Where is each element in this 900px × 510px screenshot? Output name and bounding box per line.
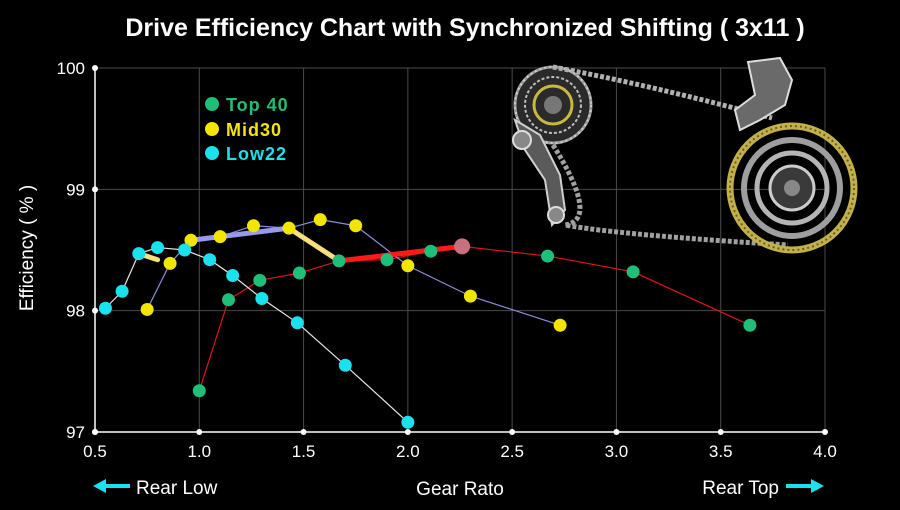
x-tick-label: 1.0 [187, 442, 211, 461]
highlight-data-point [454, 238, 471, 255]
legend-item-top40: Top 40 [205, 95, 289, 115]
x-tick-label: 1.5 [292, 442, 316, 461]
data-point-mid30 [313, 213, 327, 227]
shift-path-segment [336, 243, 465, 264]
x-tick-label: 4.0 [813, 442, 837, 461]
x-tick-label: 3.5 [709, 442, 733, 461]
data-point-top40 [221, 293, 235, 307]
data-point-top40 [626, 265, 640, 279]
x-tick-label: 0.5 [83, 442, 107, 461]
data-point-top40 [424, 244, 438, 258]
data-point-mid30 [553, 318, 567, 332]
data-point-mid30 [349, 219, 363, 233]
cassette-sprockets-icon [513, 65, 593, 145]
y-tick-label: 98 [66, 302, 85, 321]
series-line-top40 [198, 245, 751, 391]
data-point-mid30 [463, 289, 477, 303]
shift-path-segment [286, 225, 342, 264]
legend-label-mid30: Mid30 [226, 120, 282, 140]
data-point-mid30 [247, 219, 261, 233]
data-point-top40 [253, 273, 267, 287]
data-point-low22 [401, 415, 415, 429]
series-line-low22 [105, 246, 409, 423]
rear-low-label: Rear Low [136, 478, 218, 499]
shift-path-segment [188, 225, 292, 243]
data-point-top40 [380, 253, 394, 267]
chainrings-icon [726, 122, 858, 254]
data-point-top40 [192, 384, 206, 398]
rear-low-indicator: Rear Low [93, 478, 218, 499]
legend-marker-top40 [205, 97, 219, 111]
rear-top-label: Rear Top [702, 478, 779, 499]
arrow-left-icon [93, 479, 130, 493]
data-point-top40 [541, 249, 555, 263]
front-derailleur-icon [733, 56, 794, 132]
data-point-mid30 [401, 259, 415, 273]
data-point-top40 [292, 266, 306, 280]
data-point-low22 [151, 241, 165, 255]
axes: 0.5 1.0 1.5 2.0 2.5 3.0 3.5 4.0 97 98 99 100 [57, 59, 837, 461]
data-point-top40 [332, 254, 346, 268]
x-tick-label: 3.0 [605, 442, 629, 461]
data-point-mid30 [213, 230, 227, 244]
data-point-low22 [178, 243, 192, 257]
x-tick-label: 2.5 [500, 442, 524, 461]
data-point-mid30 [282, 221, 296, 235]
rear-top-indicator: Rear Top [702, 478, 824, 499]
data-point-top40 [743, 318, 757, 332]
x-axis-label: Gear Rato [416, 479, 504, 500]
legend-marker-low22 [205, 146, 219, 160]
data-point-mid30 [184, 233, 198, 247]
data-point-low22 [338, 358, 352, 372]
y-tick-label: 99 [66, 180, 85, 199]
data-point-low22 [115, 284, 129, 298]
legend: Top 40 Mid30 Low22 [205, 95, 289, 164]
legend-item-mid30: Mid30 [205, 120, 282, 140]
data-point-low22 [226, 268, 240, 282]
data-point-low22 [132, 247, 146, 261]
chart-title: Drive Efficiency Chart with Synchronized… [125, 14, 804, 42]
legend-marker-mid30 [205, 122, 219, 136]
arrow-right-icon [786, 479, 824, 493]
data-point-low22 [98, 301, 112, 315]
y-tick-label: 97 [66, 423, 85, 442]
series-points [98, 213, 757, 429]
optimal-shift-path [136, 225, 465, 264]
data-point-low22 [290, 316, 304, 330]
legend-label-low22: Low22 [226, 144, 287, 164]
data-point-low22 [255, 292, 269, 306]
y-tick-label: 100 [57, 59, 85, 78]
data-point-mid30 [140, 302, 154, 316]
legend-label-top40: Top 40 [226, 95, 289, 115]
x-tick-label: 2.0 [396, 442, 420, 461]
rear-derailleur-icon [512, 117, 567, 228]
data-point-low22 [203, 253, 217, 267]
drivetrain-illustration [512, 56, 858, 254]
y-axis-label: Efficiency ( % ) [17, 185, 38, 311]
legend-item-low22: Low22 [205, 144, 287, 164]
data-point-mid30 [163, 256, 177, 270]
series-line-mid30 [146, 219, 561, 326]
